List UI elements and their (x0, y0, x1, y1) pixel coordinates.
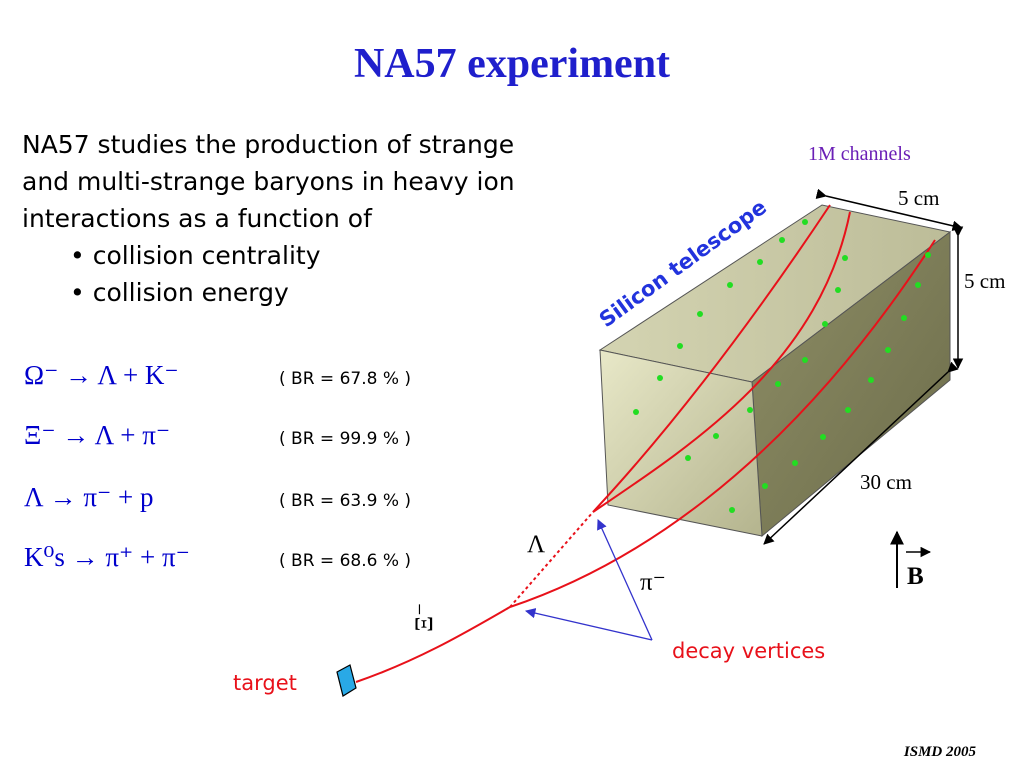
particle-tracks (355, 204, 936, 683)
intro-line: interactions as a function of (22, 204, 372, 233)
width-dimension-arrow (815, 188, 964, 231)
decay-xi: Ξ⁻ → Λ + π⁻ ( BR = 99.9 % ) (24, 420, 411, 451)
target-icon (336, 664, 357, 697)
length-dimension-arrow (763, 361, 959, 545)
footer-label: ISMD 2005 (903, 744, 976, 760)
branching-ratio: ( BR = 99.9 % ) (279, 429, 412, 449)
width-label: 5 cm (898, 186, 939, 210)
channels-label: 1M channels (808, 143, 911, 165)
decay-omega: Ω⁻ → Λ + K⁻ ( BR = 67.8 % ) (24, 360, 411, 391)
intro-line: and multi-strange baryons in heavy ion (22, 167, 515, 196)
vertex-arrow-lambda (597, 519, 653, 641)
length-label: 30 cm (860, 470, 912, 494)
lambda-label: Λ (527, 531, 545, 558)
slide-title: NA57 experiment (353, 41, 671, 87)
branching-ratio: ( BR = 68.6 % ) (279, 551, 412, 571)
field-label: B (907, 563, 924, 590)
xi-label: Ξ⁻ (411, 603, 438, 632)
intro-line: NA57 studies the production of strange (22, 130, 515, 159)
pi-label: π⁻ (640, 569, 666, 596)
branching-ratio: ( BR = 67.8 % ) (279, 369, 412, 389)
decay-kaon: K⁰s → π⁺ + π⁻ ( BR = 68.6 % ) (24, 542, 411, 573)
height-label: 5 cm (964, 269, 1005, 293)
decay-equation: Ξ⁻ → Λ + π⁻ (24, 420, 171, 450)
bullet-item: • collision centrality (70, 241, 321, 270)
decay-equation: K⁰s → π⁺ + π⁻ (24, 542, 190, 572)
vertices-label: decay vertices (672, 639, 825, 663)
branching-ratio: ( BR = 63.9 % ) (279, 491, 412, 511)
intro-text: NA57 studies the production of strange a… (22, 126, 622, 311)
decay-equation: Ω⁻ → Λ + K⁻ (24, 360, 179, 390)
decay-lambda: Λ → π⁻ + p ( BR = 63.9 % ) (24, 482, 411, 513)
box-front-face (599, 349, 763, 537)
decay-equation: Λ → π⁻ + p (24, 482, 154, 512)
vertex-arrow-xi (524, 608, 653, 641)
target-label: target (233, 671, 297, 695)
bullet-item: • collision energy (70, 278, 289, 307)
